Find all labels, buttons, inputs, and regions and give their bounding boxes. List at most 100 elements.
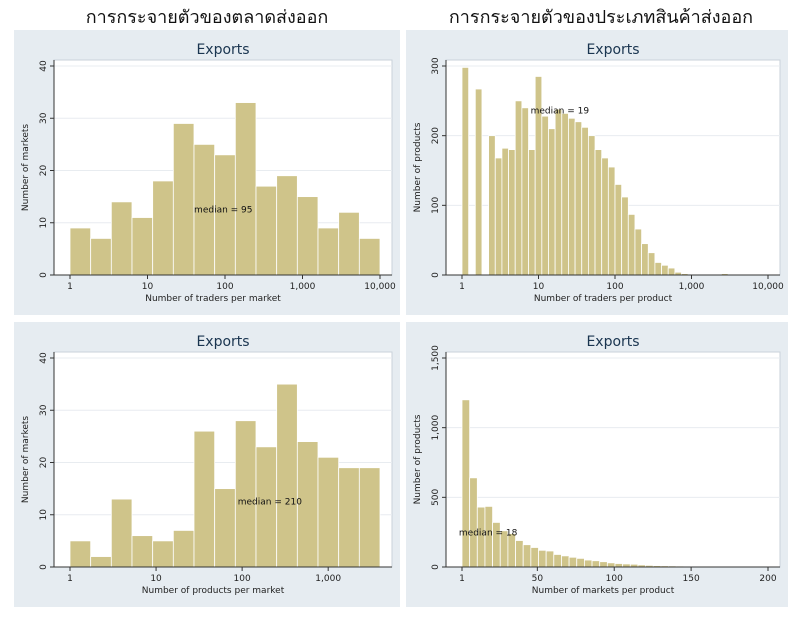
histogram-bar (296, 196, 319, 276)
histogram-bar (110, 201, 133, 276)
histogram-bar (508, 149, 516, 276)
histogram-bar (654, 262, 662, 276)
y-tick-label: 0 (431, 272, 441, 278)
x-tick-label: 10 (150, 574, 162, 584)
histogram-bar (568, 556, 578, 568)
histogram-bar (172, 123, 195, 276)
y-tick-label: 20 (39, 165, 49, 177)
histogram-bar (548, 128, 556, 276)
histogram-bar (358, 238, 381, 276)
histogram-bar (276, 383, 298, 568)
histogram-bar (90, 556, 112, 568)
histogram-bar (561, 555, 570, 568)
histogram-bar (358, 467, 381, 568)
histogram-bar (538, 549, 547, 568)
y-tick-label: 300 (431, 57, 441, 74)
histogram-bar (172, 530, 195, 568)
x-axis-label: Number of markets per product (532, 586, 675, 596)
y-tick-label: 10 (39, 509, 49, 521)
x-tick-label: 10 (142, 282, 154, 292)
histogram-bar (515, 540, 524, 568)
histogram-bar (553, 554, 562, 568)
histogram-bar (90, 238, 112, 276)
x-axis-label: Number of traders per market (145, 294, 281, 304)
histogram-bar (317, 456, 340, 568)
histogram-bar (461, 399, 471, 568)
histogram-bar (641, 243, 649, 276)
y-tick-label: 30 (39, 112, 49, 124)
median-annotation: median = 18 (459, 529, 518, 539)
y-tick-label: 100 (431, 196, 441, 213)
y-tick-label: 40 (39, 60, 49, 72)
x-tick-label: 1,000 (290, 282, 316, 292)
x-tick-label: 10,000 (752, 282, 784, 292)
x-tick-label: 1 (67, 574, 73, 584)
x-axis-label: Number of traders per product (534, 294, 673, 304)
histogram-bar (317, 227, 340, 276)
histogram-bar (338, 211, 360, 276)
y-axis-label: Number of markets (21, 124, 31, 211)
x-tick-label: 100 (234, 574, 251, 584)
histogram-bar (574, 121, 583, 276)
x-tick-label: 100 (216, 282, 233, 292)
histogram-bar (152, 540, 174, 568)
x-tick-label: 1,000 (679, 282, 705, 292)
histogram-bar (568, 117, 576, 276)
histogram-bar (255, 185, 278, 276)
chart-panel-traders-per-market: Exports 0 10 20 30 40 1 10 100 1,000 10,000 Number … (14, 30, 400, 315)
histogram-bar (587, 135, 596, 276)
y-axis-label: Number of markets (21, 416, 31, 503)
histogram-bar (627, 213, 636, 276)
histogram-bar (214, 488, 236, 568)
x-tick-label: 200 (759, 574, 776, 584)
histogram-bar (601, 157, 609, 276)
y-tick-label: 0 (431, 564, 441, 570)
y-tick-label: 40 (39, 352, 49, 364)
histogram-bar (110, 498, 133, 568)
histogram-bar (501, 147, 509, 276)
histogram-bar (528, 149, 536, 276)
histogram-bar (561, 112, 569, 276)
histogram-bar (576, 557, 585, 568)
x-tick-label: 100 (606, 574, 623, 584)
histogram-bar (621, 196, 629, 276)
y-tick-label: 0 (39, 272, 49, 278)
y-axis-label: Number of products (413, 414, 423, 504)
histogram-bar (488, 135, 496, 276)
histogram-bar (594, 149, 603, 276)
y-tick-label: 20 (39, 457, 49, 469)
chart-title: Exports (586, 334, 639, 350)
y-tick-label: 1,000 (431, 415, 441, 441)
histogram-bar (554, 108, 563, 276)
x-tick-label: 1 (67, 282, 73, 292)
x-axis-label: Number of products per market (142, 586, 285, 596)
histogram-bar (591, 560, 601, 568)
histogram-bar (581, 126, 589, 276)
chart-traders-per-market: Exports 0 10 20 30 40 1 10 100 1,000 10,000 Number … (14, 30, 400, 315)
histogram-bar (152, 180, 174, 276)
median-annotation: median = 210 (238, 497, 302, 507)
left-column-heading: การกระจายตัวของตลาดส่งออก (85, 7, 329, 28)
histogram-bar (607, 166, 616, 276)
histogram-bar (461, 66, 470, 276)
x-tick-label: 100 (606, 282, 623, 292)
histogram-bar (530, 547, 539, 568)
chart-title: Exports (196, 42, 249, 58)
median-annotation: median = 19 (531, 106, 590, 116)
x-tick-label: 1 (459, 282, 465, 292)
histogram-bar (667, 267, 676, 276)
histogram-bar (634, 228, 643, 276)
chart-panel-traders-per-product: Exports 0 100 200 300 1 10 100 1,000 10,000 Number… (406, 30, 788, 315)
x-tick-label: 1 (459, 574, 465, 584)
y-tick-label: 10 (39, 217, 49, 229)
chart-title: Exports (586, 42, 639, 58)
chart-products-per-market: Exports 0 10 20 30 40 1 10 100 1,000 Number of pro… (14, 322, 400, 607)
histogram-bar (69, 540, 92, 568)
histogram-bar (494, 157, 503, 276)
histogram-bar (599, 561, 608, 568)
histogram-bar (541, 115, 549, 276)
y-tick-label: 500 (431, 488, 441, 505)
histogram-bar (545, 550, 555, 568)
histogram-bar (514, 100, 523, 276)
